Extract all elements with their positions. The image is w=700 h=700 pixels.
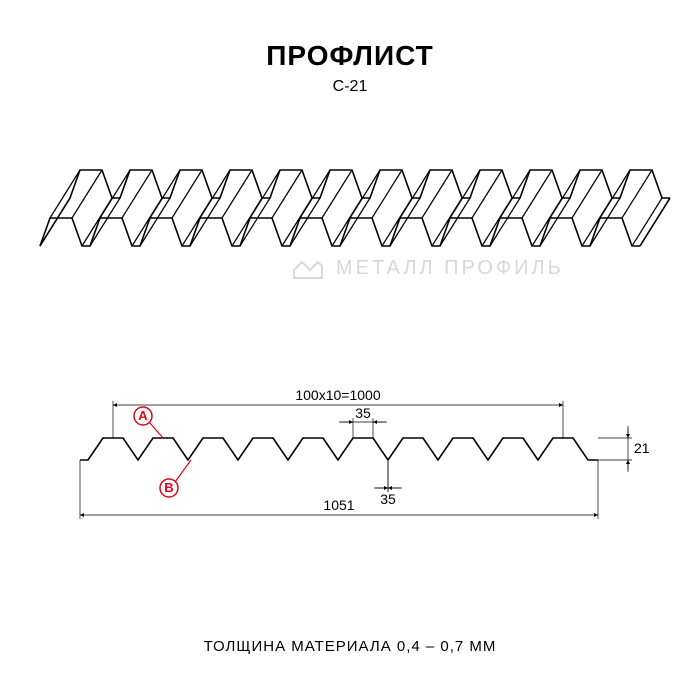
footer-text: ТОЛЩИНА МАТЕРИАЛА 0,4 – 0,7 ММ (0, 638, 700, 655)
profile-section: 100x10=1000 1051 35 35 21 A B (0, 360, 700, 560)
svg-text:35: 35 (355, 405, 371, 421)
subtitle: С-21 (0, 78, 700, 96)
watermark-text: МЕТАЛЛ ПРОФИЛЬ (336, 257, 564, 280)
svg-text:100x10=1000: 100x10=1000 (295, 387, 380, 403)
svg-text:A: A (138, 408, 148, 423)
main-title: ПРОФЛИСТ (0, 40, 700, 72)
svg-text:1051: 1051 (323, 497, 354, 513)
watermark: МЕТАЛЛ ПРОФИЛЬ (290, 250, 610, 286)
watermark-icon (290, 250, 326, 286)
svg-text:21: 21 (634, 440, 650, 456)
svg-text:35: 35 (380, 491, 396, 507)
title-block: ПРОФЛИСТ С-21 (0, 40, 700, 96)
svg-text:B: B (164, 480, 173, 495)
